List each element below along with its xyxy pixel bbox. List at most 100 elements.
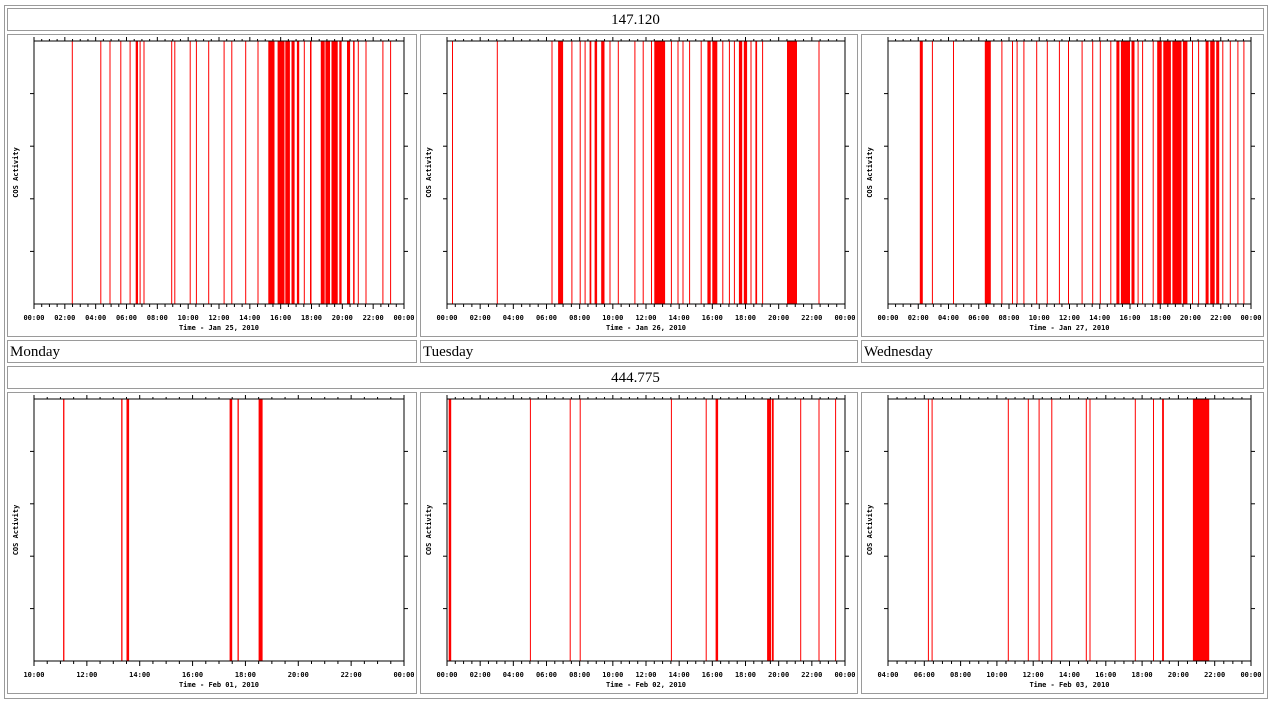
activity-bar xyxy=(738,41,743,304)
activity-bar xyxy=(670,41,672,304)
y-axis-label: COS Activity xyxy=(425,146,433,197)
activity-bar xyxy=(609,41,611,304)
x-tick-label: 20:00 xyxy=(288,671,309,679)
x-tick-label: 04:00 xyxy=(503,314,524,322)
x-tick-label: 12:00 xyxy=(1059,314,1080,322)
x-tick-label: 00:00 xyxy=(1240,314,1261,322)
x-tick-label: 14:00 xyxy=(669,314,690,322)
x-tick-label: 16:00 xyxy=(702,671,723,679)
x-tick-label: 16:00 xyxy=(270,314,291,322)
activity-bar xyxy=(1110,41,1112,304)
activity-bar xyxy=(257,41,259,304)
x-tick-label: 00:00 xyxy=(877,314,898,322)
activity-bar xyxy=(569,399,571,661)
activity-bar xyxy=(1222,41,1224,304)
plot-frame xyxy=(33,398,405,662)
activity-chart-feb03: 04:00 06:00 08:00 10:00 12:00 14:00 16:00 18:00… xyxy=(866,395,1262,689)
activity-bar xyxy=(258,399,263,661)
activity-bar xyxy=(121,399,123,661)
day-label-monday: Monday xyxy=(7,340,417,363)
x-tick-label: 06:00 xyxy=(914,671,935,679)
activity-bar xyxy=(1172,41,1182,304)
activity-bar xyxy=(129,41,131,304)
activity-bar xyxy=(245,41,247,304)
activity-bar xyxy=(1051,399,1053,661)
frequency-header-1: 147.120 xyxy=(7,8,1264,31)
day-label: Monday xyxy=(10,344,60,360)
x-tick-label: 00:00 xyxy=(436,314,457,322)
activity-bar xyxy=(100,41,102,304)
activity-bar xyxy=(135,41,138,304)
activity-bar xyxy=(339,41,342,304)
activity-bar xyxy=(291,41,295,304)
x-tick-label: 18:00 xyxy=(301,314,322,322)
x-tick-label: 10:00 xyxy=(1029,314,1050,322)
activity-bar xyxy=(353,41,355,304)
activity-bar xyxy=(818,399,820,661)
x-tick-label: 10:00 xyxy=(602,671,623,679)
x-tick-label: 22:00 xyxy=(363,314,384,322)
activity-bar xyxy=(1092,41,1094,304)
activity-bar xyxy=(285,41,290,304)
x-tick-label: 08:00 xyxy=(569,671,590,679)
x-axis-label: Time - Jan 26, 2010 xyxy=(606,324,686,332)
activity-bar xyxy=(529,399,531,661)
activity-bar xyxy=(331,41,338,304)
x-tick-label: 14:00 xyxy=(669,671,690,679)
activity-bar xyxy=(700,41,702,304)
activity-bar xyxy=(1007,399,1009,661)
y-axis-label: COS Activity xyxy=(866,146,874,197)
activity-chart-feb02: 00:00 02:00 04:00 06:00 08:00 10:00 12:00 14:00… xyxy=(425,395,856,689)
y-axis-label: COS Activity xyxy=(866,504,874,555)
x-tick-label: 14:00 xyxy=(129,671,150,679)
x-tick-label: 18:00 xyxy=(735,314,756,322)
activity-bar xyxy=(634,41,636,304)
activity-bar xyxy=(1229,41,1231,304)
x-tick-label: 18:00 xyxy=(235,671,256,679)
activity-bar xyxy=(126,399,130,661)
activity-bar xyxy=(1081,41,1083,304)
x-tick-label: 14:00 xyxy=(1059,671,1080,679)
x-tick-label: 22:00 xyxy=(341,671,362,679)
activity-bar xyxy=(601,41,605,304)
x-tick-label: 18:00 xyxy=(1132,671,1153,679)
activity-bar xyxy=(584,41,586,304)
x-axis-label: Time - Feb 03, 2010 xyxy=(1029,681,1109,689)
activity-bar xyxy=(303,41,305,304)
activity-bar xyxy=(1192,41,1193,304)
x-tick-label: 20:00 xyxy=(1180,314,1201,322)
activity-bar xyxy=(496,41,498,304)
activity-bar xyxy=(654,41,666,304)
x-tick-label: 12:00 xyxy=(76,671,97,679)
activity-bar xyxy=(1210,41,1215,304)
x-tick-label: 04:00 xyxy=(877,671,898,679)
activity-bar xyxy=(296,41,300,304)
activity-bar xyxy=(682,41,684,304)
activity-bar xyxy=(1068,41,1069,304)
activity-bar xyxy=(1046,41,1048,304)
x-tick-label: 08:00 xyxy=(569,314,590,322)
x-tick-label: 02:00 xyxy=(470,671,491,679)
activity-bar xyxy=(452,41,453,304)
x-tick-label: 16:00 xyxy=(1095,671,1116,679)
activity-bar xyxy=(712,41,718,304)
activity-bar xyxy=(208,41,210,304)
activity-bar xyxy=(728,41,730,304)
activity-bar xyxy=(1162,399,1164,661)
day-label-tuesday: Tuesday xyxy=(420,340,858,363)
activity-bar xyxy=(268,41,275,304)
activity-bar xyxy=(229,399,233,661)
activity-bar xyxy=(787,41,797,304)
x-tick-label: 06:00 xyxy=(536,671,557,679)
activity-bar xyxy=(1153,399,1154,661)
activity-bar xyxy=(382,41,384,304)
activity-bar xyxy=(579,399,581,661)
x-tick-label: 06:00 xyxy=(536,314,557,322)
activity-bar xyxy=(1198,41,1200,304)
x-tick-label: 02:00 xyxy=(470,314,491,322)
activity-bar xyxy=(707,41,711,304)
x-tick-label: 00:00 xyxy=(1240,671,1261,679)
x-tick-label: 06:00 xyxy=(116,314,137,322)
activity-bar xyxy=(1023,41,1025,304)
activity-bar xyxy=(174,41,176,304)
